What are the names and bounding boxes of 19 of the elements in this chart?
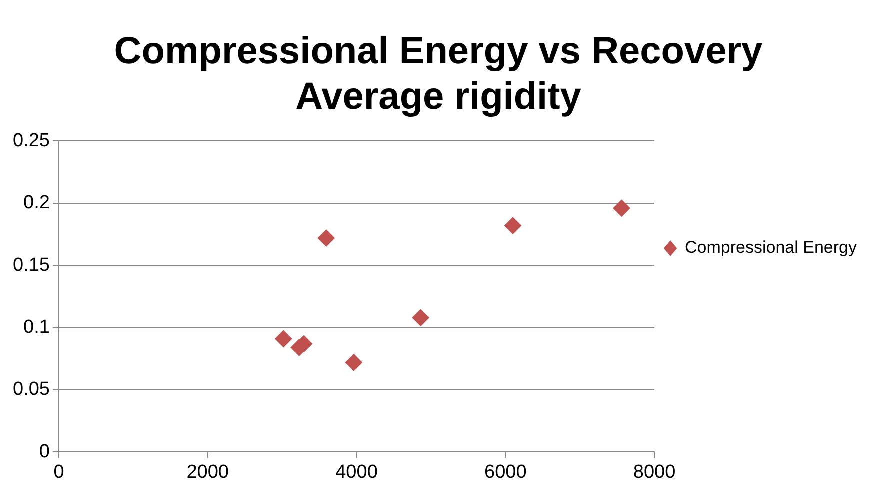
y-tick-label: 0.2 [24,192,50,214]
y-tick-label: 0.15 [12,254,50,276]
y-tick-label: 0 [39,441,50,462]
point [613,200,630,217]
y-tick-label: 0.05 [12,379,50,400]
x-tick-label: 4000 [336,462,378,483]
legend-label: Compressional Energy [685,238,858,258]
y-tick-label: 0.25 [12,130,50,152]
x-tick-label: 2000 [186,462,230,483]
point [318,230,335,247]
x-tick-label: 6000 [484,462,527,483]
chart-title: Compressional Energy vs Recovery Average rigidity [114,30,763,118]
y-tick-label: 0.1 [24,317,50,338]
x-tick-label: 8000 [633,462,676,483]
point [504,217,522,234]
x-tick-label: 0 [54,462,64,483]
point [275,330,292,348]
point [345,354,362,372]
point [412,309,430,326]
